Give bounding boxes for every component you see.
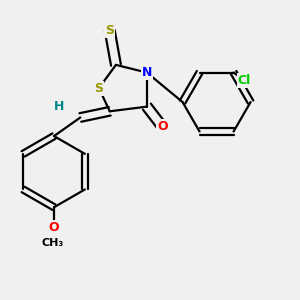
Text: CH₃: CH₃ [41,238,64,248]
Text: O: O [49,221,59,234]
Text: S: S [105,24,114,37]
Text: O: O [157,120,168,133]
Text: S: S [94,82,103,94]
Text: N: N [142,66,152,79]
Text: Cl: Cl [238,74,251,87]
Text: H: H [53,100,64,113]
